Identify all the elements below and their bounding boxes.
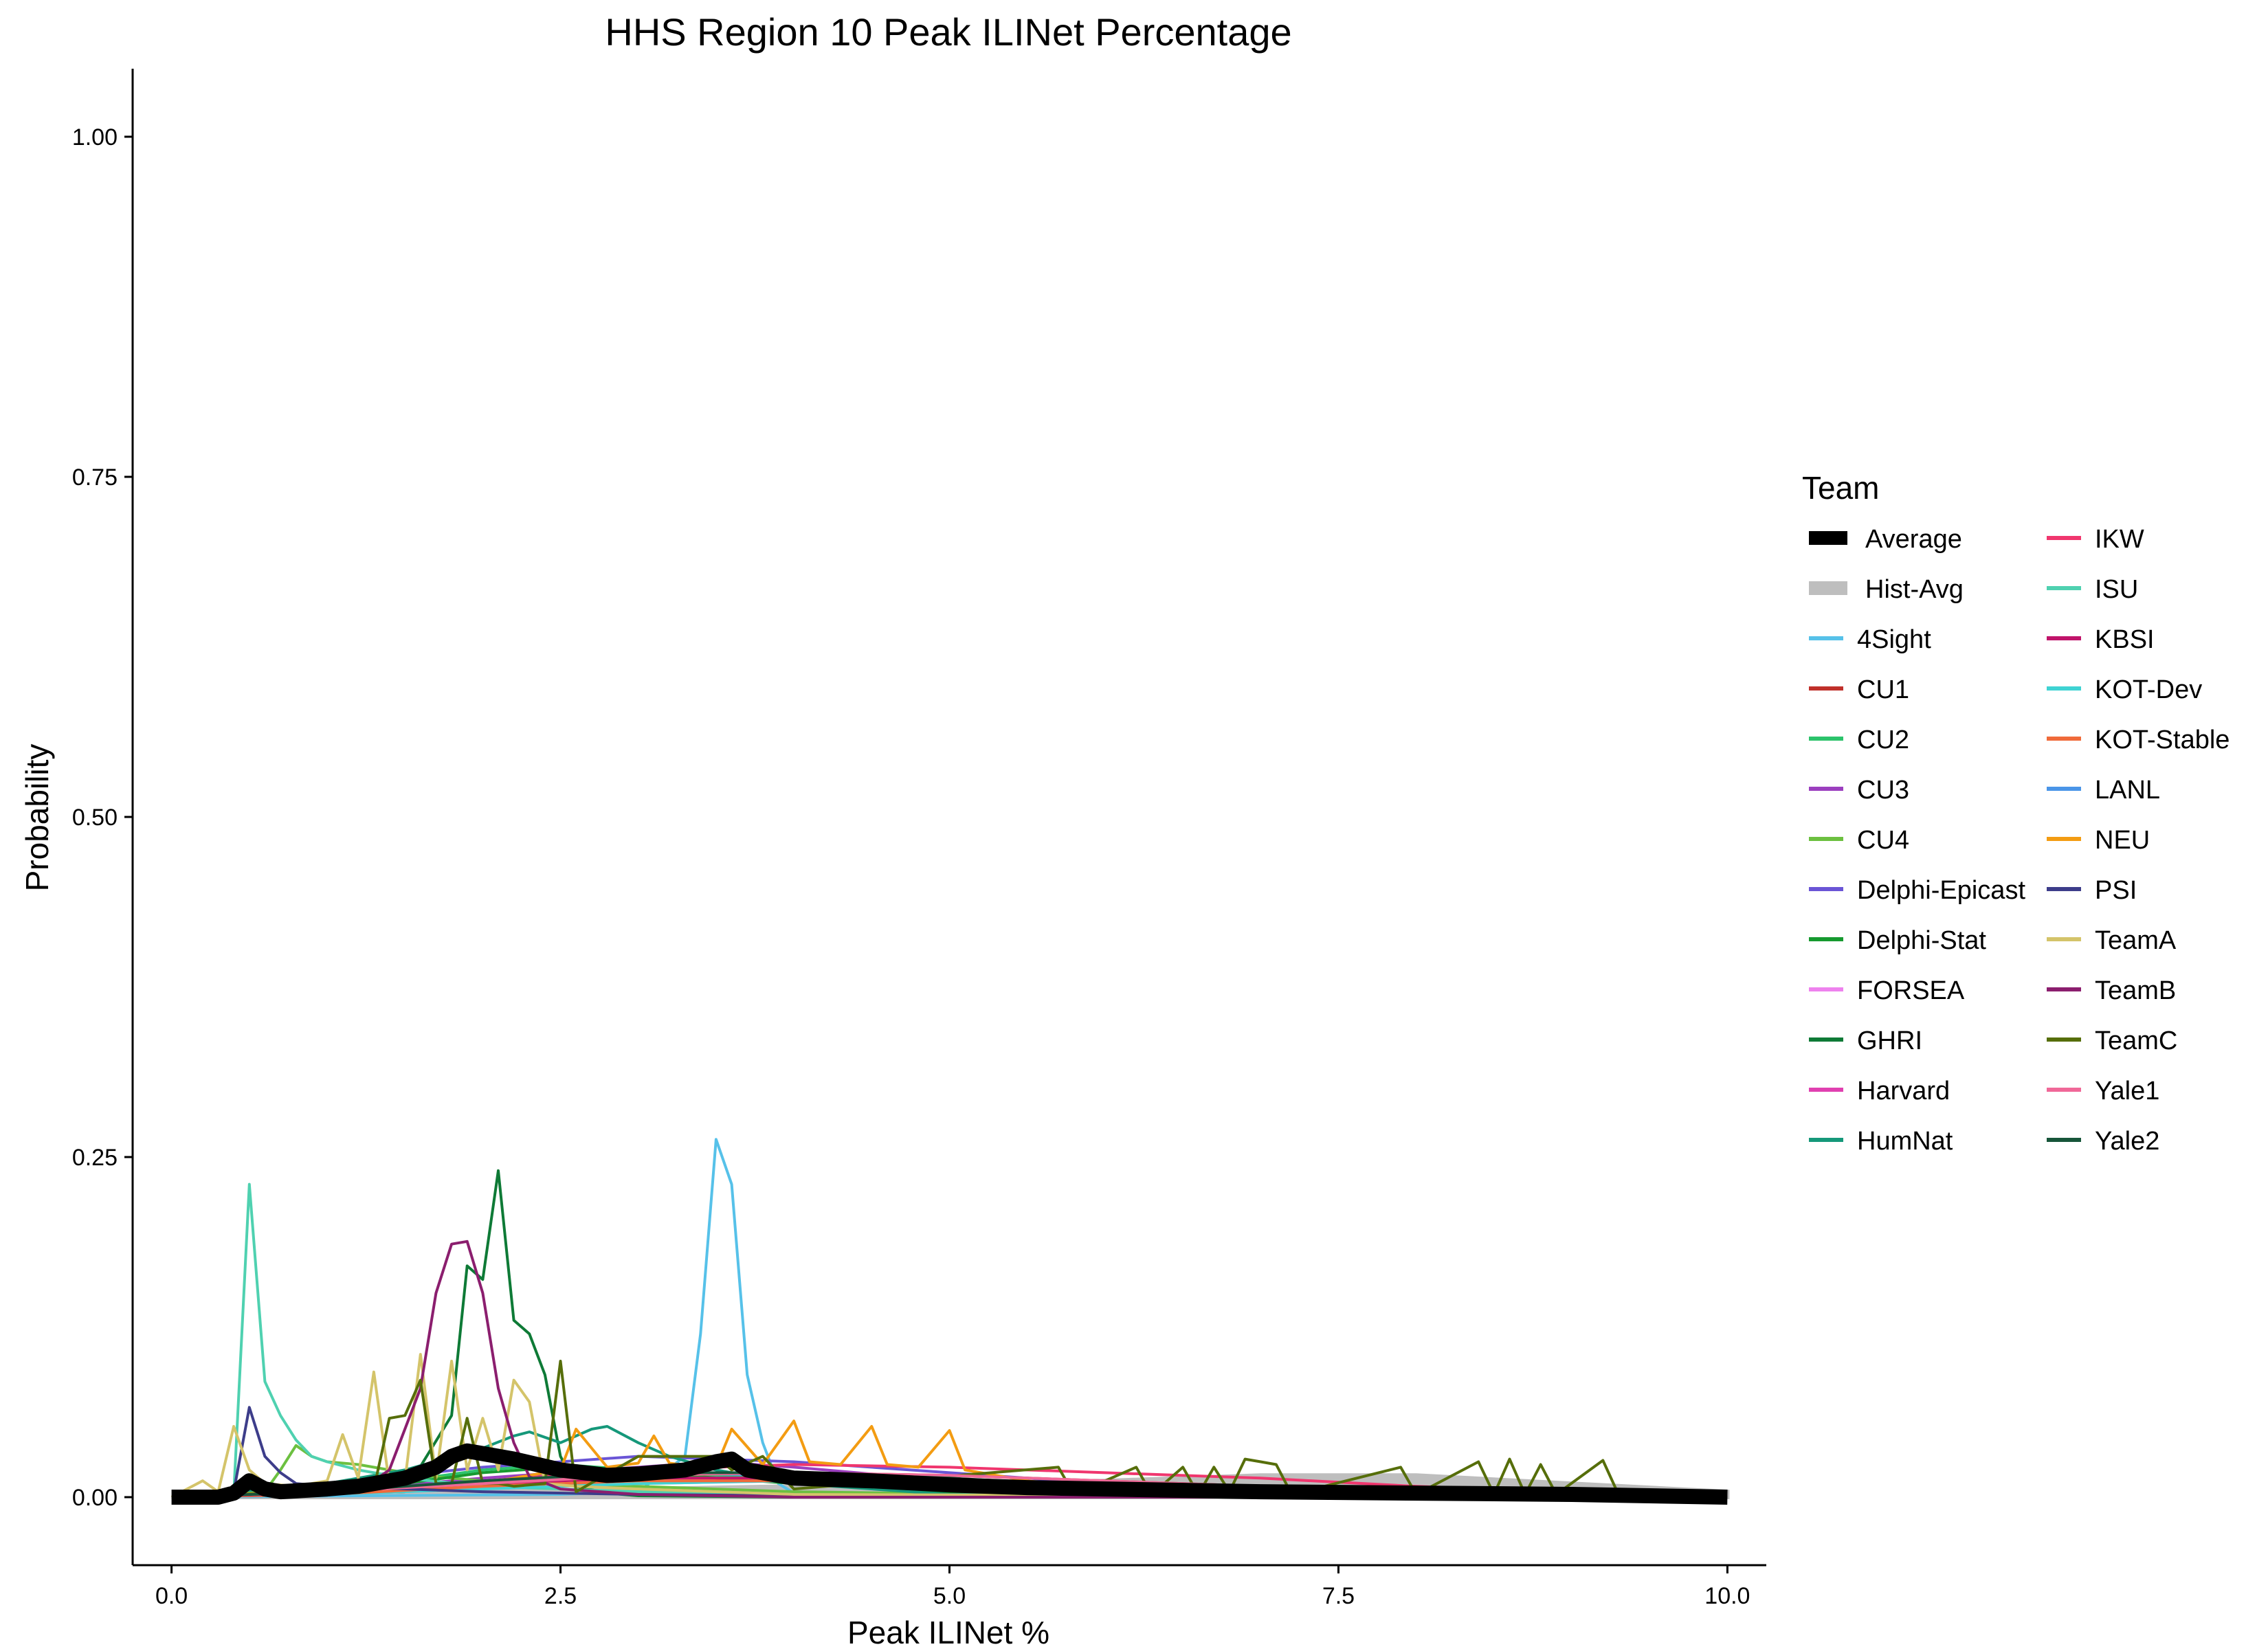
legend-item-isu: ISU	[2047, 575, 2138, 604]
legend-label: Yale1	[2095, 1077, 2159, 1106]
legend-label: Delphi-Stat	[1857, 926, 1986, 955]
legend-item-kot-stable: KOT-Stable	[2047, 726, 2230, 754]
legend-label: TeamA	[2095, 926, 2177, 955]
plot-area	[170, 1138, 1730, 1505]
legend-label: HumNat	[1857, 1127, 1953, 1156]
series-line-average	[171, 1443, 1728, 1505]
legend-label: Hist-Avg	[1865, 575, 1964, 604]
legend-label: LANL	[2095, 776, 2160, 805]
series-line-neu	[171, 1420, 1728, 1499]
y-tick-label: 0.25	[72, 1145, 118, 1171]
y-tick-label: 0.75	[72, 464, 118, 491]
x-axis-title: Peak ILINet %	[847, 1615, 1049, 1649]
legend-label: KOT-Stable	[2095, 726, 2230, 754]
legend-item-4sight: 4Sight	[1809, 625, 1931, 654]
y-tick-label: 1.00	[72, 124, 118, 150]
legend-item-teamb: TeamB	[2047, 976, 2176, 1005]
x-tick-label: 10.0	[1704, 1583, 1750, 1609]
series-lines	[170, 1138, 1728, 1505]
legend-label: TeamB	[2095, 976, 2176, 1005]
legend-label: PSI	[2095, 876, 2137, 905]
y-tick-label: 0.50	[72, 805, 118, 831]
legend-label: CU3	[1857, 776, 1909, 805]
legend-item-average: Average	[1809, 525, 1962, 554]
series-line-ghri	[171, 1169, 1728, 1499]
legend-label: CU2	[1857, 726, 1909, 754]
legend-item-ghri: GHRI	[1809, 1027, 1922, 1055]
legend-label: Average	[1865, 525, 1962, 554]
legend-item-kbsi: KBSI	[2047, 625, 2155, 654]
x-tick-label: 0.0	[155, 1583, 188, 1609]
legend-label: FORSEA	[1857, 976, 1965, 1005]
legend-item-delphi-epicast: Delphi-Epicast	[1809, 876, 2025, 905]
legend-item-hist-avg: Hist-Avg	[1809, 575, 1964, 604]
legend-label: 4Sight	[1857, 625, 1931, 654]
y-axis-title: Probability	[19, 744, 55, 892]
legend-item-neu: NEU	[2047, 826, 2150, 855]
x-tick-label: 2.5	[544, 1583, 577, 1609]
legend-item-teamc: TeamC	[2047, 1027, 2177, 1055]
legend-item-humnat: HumNat	[1809, 1127, 1953, 1156]
legend-item-psi: PSI	[2047, 876, 2137, 905]
series-line-4sight	[171, 1138, 1728, 1499]
legend-label: NEU	[2095, 826, 2150, 855]
legend: Team Average Hist-Avg 4Sight CU1 CU2 CU3 CU4 De…	[1802, 470, 2230, 1156]
chart-title: HHS Region 10 Peak ILINet Percentage	[605, 10, 1291, 54]
series-line-teama	[170, 1353, 1728, 1499]
series-line-isu	[171, 1182, 1728, 1499]
legend-label: Delphi-Epicast	[1857, 876, 2025, 905]
legend-item-ikw: IKW	[2047, 525, 2144, 554]
legend-item-lanl: LANL	[2047, 776, 2160, 805]
legend-item-yale1: Yale1	[2047, 1077, 2159, 1106]
legend-label: Yale2	[2095, 1127, 2159, 1156]
series-line-cu4	[171, 1444, 1728, 1499]
series-line-teamb	[171, 1239, 1728, 1499]
legend-item-harvard: Harvard	[1809, 1077, 1950, 1106]
legend-item-cu1: CU1	[1809, 675, 1909, 704]
legend-label: IKW	[2095, 525, 2144, 554]
legend-item-delphi-stat: Delphi-Stat	[1809, 926, 1986, 955]
x-axis-ticks: 0.0 2.5 5.0 7.5 10.0	[155, 1565, 1750, 1609]
y-tick-label: 0.00	[72, 1485, 118, 1511]
legend-item-teama: TeamA	[2047, 926, 2177, 955]
x-tick-label: 7.5	[1322, 1583, 1355, 1609]
legend-items: Average Hist-Avg 4Sight CU1 CU2 CU3 CU4 Delphi-…	[1809, 525, 2230, 1156]
x-tick-label: 5.0	[933, 1583, 966, 1609]
legend-item-cu2: CU2	[1809, 726, 1909, 754]
legend-label: CU4	[1857, 826, 1909, 855]
legend-label: CU1	[1857, 675, 1909, 704]
legend-item-cu3: CU3	[1809, 776, 1909, 805]
legend-label: ISU	[2095, 575, 2138, 604]
legend-item-yale2: Yale2	[2047, 1127, 2159, 1156]
legend-label: GHRI	[1857, 1027, 1922, 1055]
legend-label: KOT-Dev	[2095, 675, 2202, 704]
legend-label: KBSI	[2095, 625, 2155, 654]
legend-label: Harvard	[1857, 1077, 1950, 1106]
legend-item-kot-dev: KOT-Dev	[2047, 675, 2202, 704]
legend-item-cu4: CU4	[1809, 826, 1909, 855]
legend-item-forsea: FORSEA	[1809, 976, 1965, 1005]
legend-title: Team	[1802, 470, 1879, 506]
y-axis-ticks: 0.00 0.25 0.50 0.75 1.00	[72, 124, 133, 1511]
legend-label: TeamC	[2095, 1027, 2177, 1055]
